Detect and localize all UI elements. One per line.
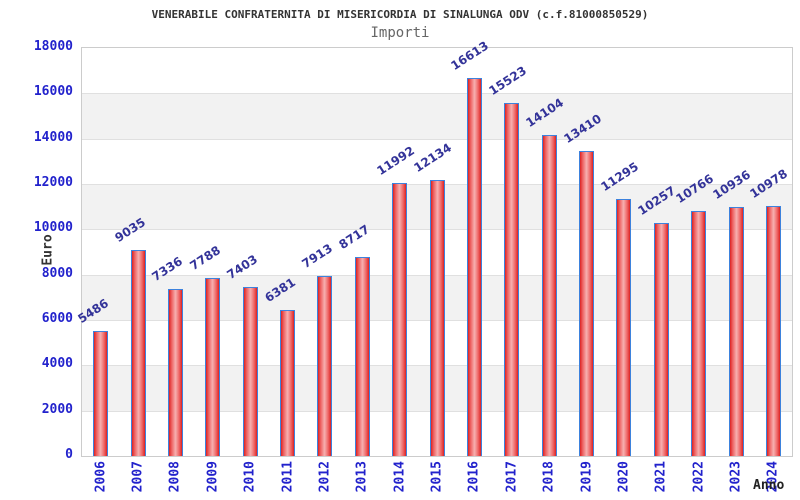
y-tick-label: 4000	[41, 356, 73, 372]
bar-2021	[653, 222, 669, 456]
bar-slot-2006: 5486 2006	[75, 48, 119, 493]
value-label-2017: 15523	[486, 63, 529, 99]
x-tick-label-2007: 2007	[130, 461, 146, 493]
bar-slot-2007: 9035 2007	[112, 48, 156, 492]
y-tick-label: 2000	[41, 401, 73, 417]
y-tick-label: 18000	[33, 39, 73, 54]
bar-2008	[167, 288, 183, 456]
y-tick-label: 10000	[33, 220, 73, 236]
bar-slot-2009: 7788 2009	[187, 48, 231, 493]
x-tick-label-2013: 2013	[354, 461, 370, 493]
bar-2024	[765, 206, 781, 456]
x-tick-label-2018: 2018	[541, 461, 557, 493]
bar-slot-2016: 16613 2016	[449, 39, 493, 492]
bar-slot-2008: 7336 2008	[150, 48, 194, 493]
bar-2015	[429, 179, 445, 456]
bar-slot-2019: 13410 2019	[561, 48, 605, 493]
value-label-2023: 10936	[710, 167, 754, 203]
bar-slot-2013: 8717 2013	[337, 48, 381, 492]
x-tick-label-2011: 2011	[280, 461, 296, 493]
x-axis-title: Anno	[753, 478, 785, 493]
x-tick-label-2008: 2008	[167, 461, 183, 493]
bar-2022	[691, 210, 707, 456]
bar-slot-2010: 7403 2010	[225, 48, 269, 492]
bar-2018	[541, 135, 557, 456]
bar-2017	[504, 103, 520, 456]
plot-band	[82, 93, 792, 139]
bar-2016	[466, 78, 482, 456]
bar-slot-2011: 6381 2011	[262, 48, 306, 492]
value-label-2018: 14104	[523, 95, 567, 131]
y-tick-label: 16000	[33, 84, 73, 100]
y-tick-label: 8000	[41, 265, 73, 281]
value-label-2024: 10978	[747, 166, 791, 202]
x-tick-label-2019: 2019	[579, 461, 595, 493]
value-label-2020: 11295	[598, 159, 641, 194]
bar-slot-2015: 12134 2015	[411, 48, 455, 492]
gridline	[82, 138, 792, 140]
value-label-2014: 11992	[374, 143, 417, 179]
x-tick-label-2020: 2020	[616, 461, 632, 493]
x-tick-label-2009: 2009	[205, 461, 221, 493]
x-tick-label-2010: 2010	[242, 461, 258, 493]
y-axis-title: Euro	[40, 234, 56, 266]
bar-2019	[579, 151, 595, 456]
bars-container: 5486 2006 9035 2007 7336 2008 7788 2009 7403 2010…	[75, 39, 792, 493]
y-tick-label: 12000	[33, 175, 73, 190]
bar-2006	[93, 330, 109, 456]
value-label-2006: 5486	[75, 295, 111, 326]
bar-2010	[242, 287, 258, 456]
gridline	[82, 93, 792, 95]
bar-slot-2017: 15523 2017	[486, 48, 530, 493]
x-tick-label-2015: 2015	[429, 461, 445, 493]
bar-2013	[354, 257, 370, 456]
y-tick-label: 0	[65, 447, 73, 462]
x-tick-label-2016: 2016	[466, 461, 482, 493]
x-tick-label-2006: 2006	[93, 461, 109, 493]
y-tick-label: 6000	[41, 311, 73, 326]
bar-2007	[130, 250, 146, 456]
chart-subtitle: Importi	[370, 25, 430, 41]
bar-slot-2012: 7913 2012	[299, 48, 343, 493]
x-tick-label-2023: 2023	[728, 461, 744, 493]
x-tick-label-2012: 2012	[317, 461, 333, 493]
plot-area: 5486 2006 9035 2007 7336 2008 7788 2009 7403 2010…	[75, 39, 793, 493]
bar-slot-2022: 10766 2022	[673, 48, 717, 493]
bar-slot-2024: 10978 2024	[748, 48, 792, 493]
bar-2014	[392, 183, 408, 456]
bar-slot-2023: 10936 2023	[710, 48, 754, 493]
chart-title: VENERABILE CONFRATERNITA DI MISERICORDIA…	[151, 8, 649, 21]
value-label-2016: 16613	[448, 38, 492, 74]
value-label-2022: 10766	[673, 171, 716, 206]
bar-2011	[280, 310, 296, 456]
value-label-2019: 13410	[560, 111, 604, 147]
y-tick-label: 14000	[33, 129, 73, 145]
value-label-2015: 12134	[411, 140, 455, 175]
x-tick-label-2021: 2021	[653, 461, 669, 493]
bar-slot-2014: 11992 2014	[374, 48, 418, 493]
bar-2009	[205, 278, 221, 456]
bar-slot-2021: 10257 2021	[636, 48, 680, 492]
bar-2020	[616, 198, 632, 456]
x-tick-label-2017: 2017	[504, 461, 520, 493]
bar-2012	[317, 275, 333, 456]
bar-slot-2020: 11295 2020	[598, 48, 642, 493]
value-label-2021: 10257	[635, 183, 679, 218]
x-tick-label-2014: 2014	[392, 461, 408, 493]
bar-slot-2018: 14104 2018	[524, 48, 568, 492]
x-tick-label-2022: 2022	[691, 461, 707, 493]
bar-2023	[728, 207, 744, 456]
